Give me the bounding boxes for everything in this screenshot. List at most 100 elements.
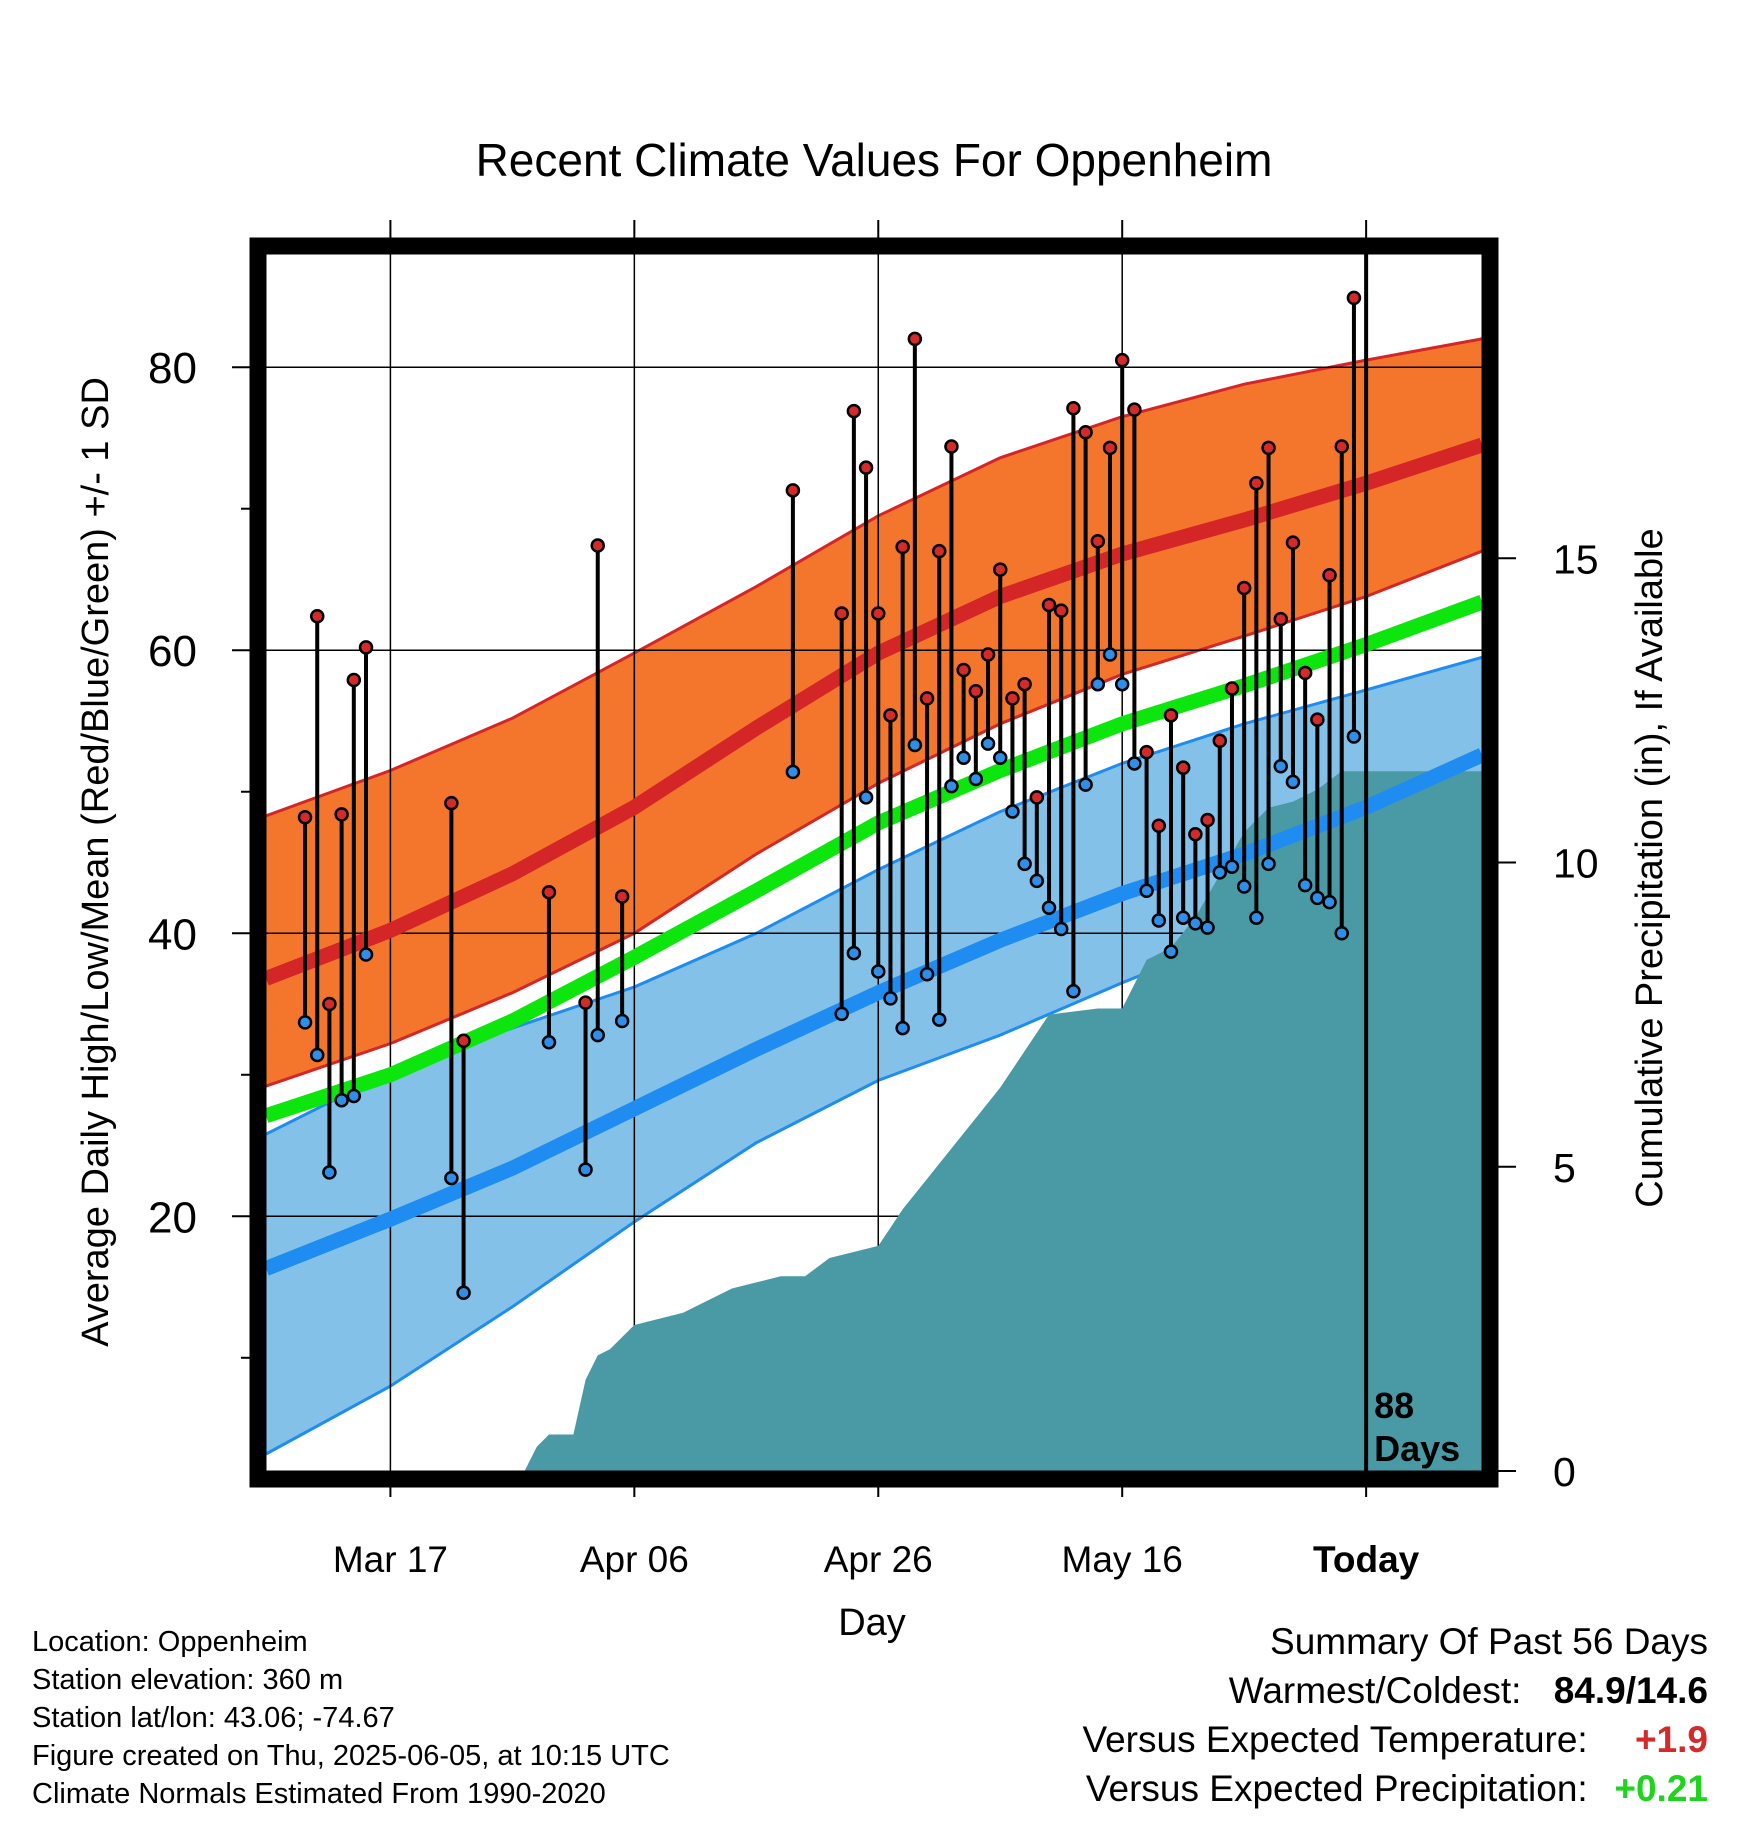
obs-high-point-31 — [1053, 603, 1069, 618]
x-axis-ticks: Mar 17 Apr 06 Apr 26 May 16 Today — [333, 220, 1420, 1580]
obs-low-point-51 — [1297, 877, 1313, 893]
obs-low-point-14 — [846, 945, 862, 961]
obs-high-point-5 — [358, 640, 374, 655]
obs-high-point-26 — [992, 562, 1008, 577]
y-right-tick-label-3: 15 — [1553, 536, 1599, 582]
obs-high-point-52 — [1310, 712, 1325, 727]
y-axis-left-label: Average Daily High/Low/Mean (Red/Blue/Gr… — [75, 377, 117, 1347]
obs-low-point-17 — [883, 991, 898, 1006]
obs-low-point-19 — [907, 737, 923, 753]
x-tick-label-2: Apr 26 — [824, 1539, 933, 1580]
obs-low-point-50 — [1285, 774, 1301, 790]
obs-high-point-8 — [541, 884, 557, 900]
y-left-tick-label-1: 40 — [148, 910, 197, 959]
created-text: Figure created on Thu, 2025-06-05, at 10… — [32, 1740, 670, 1772]
obs-low-point-32 — [1066, 984, 1081, 999]
obs-low-point-53 — [1322, 894, 1337, 910]
y-axis-left-ticks: 20 40 60 80 — [148, 344, 250, 1359]
obs-high-point-10 — [590, 538, 605, 553]
obs-low-point-31 — [1053, 921, 1069, 937]
obs-high-point-6 — [444, 795, 459, 811]
obs-high-point-47 — [1249, 475, 1264, 491]
obs-low-point-36 — [1114, 676, 1130, 692]
low-mean-line — [266, 748, 1482, 1276]
obs-low-point-49 — [1273, 759, 1289, 774]
obs-low-point-41 — [1175, 910, 1191, 925]
plot-frame — [249, 237, 1499, 1488]
obs-high-point-2 — [322, 996, 337, 1012]
obs-high-point-39 — [1151, 818, 1167, 833]
obs-high-point-32 — [1066, 400, 1081, 416]
obs-high-point-37 — [1127, 402, 1142, 417]
warmest-coldest-value: 84.9/14.6 — [1553, 1670, 1708, 1711]
obs-high-point-36 — [1114, 352, 1130, 368]
obs-low-point-38 — [1139, 883, 1154, 899]
obs-low-point-4 — [346, 1088, 362, 1104]
obs-high-point-13 — [834, 606, 849, 621]
obs-low-point-30 — [1041, 900, 1057, 916]
y-left-tick-label-2: 60 — [148, 627, 197, 676]
obs-low-point-27 — [1005, 804, 1020, 819]
precipitation-fill — [266, 771, 1482, 1471]
temp-row: Versus Expected Temperature: +1.9 — [1082, 1715, 1708, 1764]
today-marker-label-0: 88 — [1374, 1385, 1414, 1426]
obs-high-point-25 — [980, 647, 996, 662]
temp-value: +1.9 — [1634, 1719, 1708, 1760]
obs-low-point-43 — [1200, 920, 1215, 935]
obs-low-point-20 — [919, 967, 935, 982]
obs-low-point-44 — [1212, 865, 1228, 880]
x-tick-label-1: Apr 06 — [580, 1539, 689, 1580]
obs-low-point-2 — [322, 1165, 337, 1180]
y-axis-right-label: Cumulative Precipitation (in), If Availa… — [1629, 528, 1671, 1207]
obs-low-point-35 — [1102, 647, 1118, 662]
obs-high-point-55 — [1346, 290, 1362, 306]
obs-low-point-28 — [1017, 856, 1032, 872]
obs-high-point-22 — [944, 439, 959, 454]
obs-low-point-13 — [834, 1006, 849, 1022]
obs-low-point-0 — [297, 1015, 313, 1030]
obs-high-point-21 — [932, 543, 947, 559]
obs-low-point-33 — [1078, 777, 1093, 792]
obs-low-point-34 — [1090, 676, 1106, 692]
obs-high-point-12 — [785, 483, 801, 498]
obs-low-point-29 — [1029, 873, 1045, 889]
obs-high-point-44 — [1212, 733, 1228, 749]
warmest-coldest-row: Warmest/Coldest: 84.9/14.6 — [1082, 1666, 1708, 1715]
normals-text: Climate Normals Estimated From 1990-2020 — [32, 1778, 606, 1810]
obs-high-point-1 — [309, 609, 325, 624]
obs-low-point-40 — [1163, 944, 1179, 959]
obs-low-point-11 — [614, 1013, 630, 1029]
obs-high-point-17 — [883, 708, 898, 723]
y-axis-right-ticks: 0 5 10 15 — [1498, 536, 1599, 1495]
temp-label: Versus Expected Temperature: — [1082, 1719, 1588, 1760]
obs-high-point-48 — [1261, 440, 1276, 456]
precip-label: Versus Expected Precipitation: — [1085, 1768, 1588, 1809]
obs-high-point-43 — [1200, 812, 1215, 828]
obs-high-point-50 — [1285, 535, 1301, 550]
location-text: Location: Oppenheim — [32, 1626, 308, 1658]
obs-low-point-18 — [895, 1020, 910, 1036]
obs-low-point-47 — [1249, 910, 1264, 925]
y-right-tick-label-2: 10 — [1553, 841, 1599, 887]
obs-low-point-16 — [871, 964, 886, 979]
low-sd-band — [266, 657, 1482, 1454]
obs-low-point-15 — [858, 790, 874, 805]
precip-value: +0.21 — [1614, 1768, 1708, 1809]
warmest-coldest-label: Warmest/Coldest: — [1228, 1670, 1522, 1711]
obs-high-point-19 — [907, 331, 923, 347]
obs-high-point-11 — [614, 889, 630, 904]
obs-low-point-24 — [968, 771, 984, 787]
obs-high-point-28 — [1017, 676, 1032, 692]
obs-low-point-23 — [956, 750, 971, 766]
obs-high-point-41 — [1175, 760, 1191, 775]
obs-high-point-33 — [1078, 425, 1093, 440]
obs-high-point-29 — [1029, 790, 1045, 805]
obs-high-point-30 — [1041, 597, 1057, 613]
obs-low-point-52 — [1310, 890, 1325, 906]
obs-high-point-46 — [1236, 580, 1252, 596]
precipitation-area — [266, 771, 1482, 1471]
obs-high-point-27 — [1005, 691, 1020, 706]
obs-high-point-15 — [858, 460, 874, 475]
